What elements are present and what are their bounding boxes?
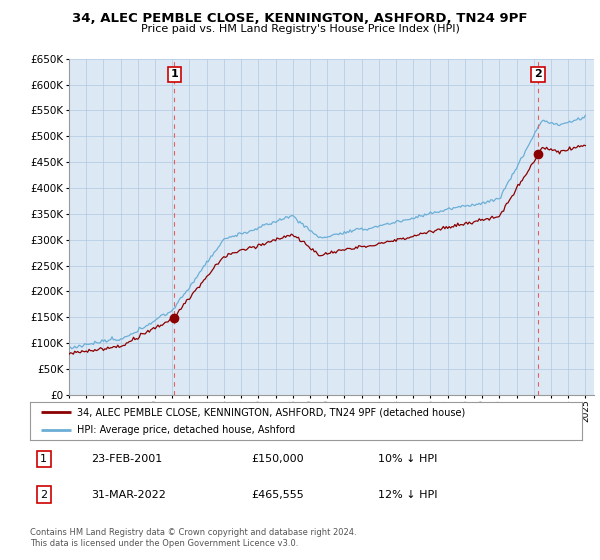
- Text: 23-FEB-2001: 23-FEB-2001: [91, 454, 162, 464]
- Text: 2: 2: [534, 69, 542, 80]
- Text: 1: 1: [170, 69, 178, 80]
- Text: 31-MAR-2022: 31-MAR-2022: [91, 489, 166, 500]
- Text: 12% ↓ HPI: 12% ↓ HPI: [378, 489, 437, 500]
- Text: £150,000: £150,000: [251, 454, 304, 464]
- Text: Price paid vs. HM Land Registry's House Price Index (HPI): Price paid vs. HM Land Registry's House …: [140, 24, 460, 34]
- Text: £465,555: £465,555: [251, 489, 304, 500]
- Text: 1: 1: [40, 454, 47, 464]
- Text: 34, ALEC PEMBLE CLOSE, KENNINGTON, ASHFORD, TN24 9PF: 34, ALEC PEMBLE CLOSE, KENNINGTON, ASHFO…: [72, 12, 528, 25]
- Text: Contains HM Land Registry data © Crown copyright and database right 2024.
This d: Contains HM Land Registry data © Crown c…: [30, 528, 356, 548]
- Text: HPI: Average price, detached house, Ashford: HPI: Average price, detached house, Ashf…: [77, 425, 295, 435]
- Text: 10% ↓ HPI: 10% ↓ HPI: [378, 454, 437, 464]
- Text: 34, ALEC PEMBLE CLOSE, KENNINGTON, ASHFORD, TN24 9PF (detached house): 34, ALEC PEMBLE CLOSE, KENNINGTON, ASHFO…: [77, 407, 465, 417]
- Text: 2: 2: [40, 489, 47, 500]
